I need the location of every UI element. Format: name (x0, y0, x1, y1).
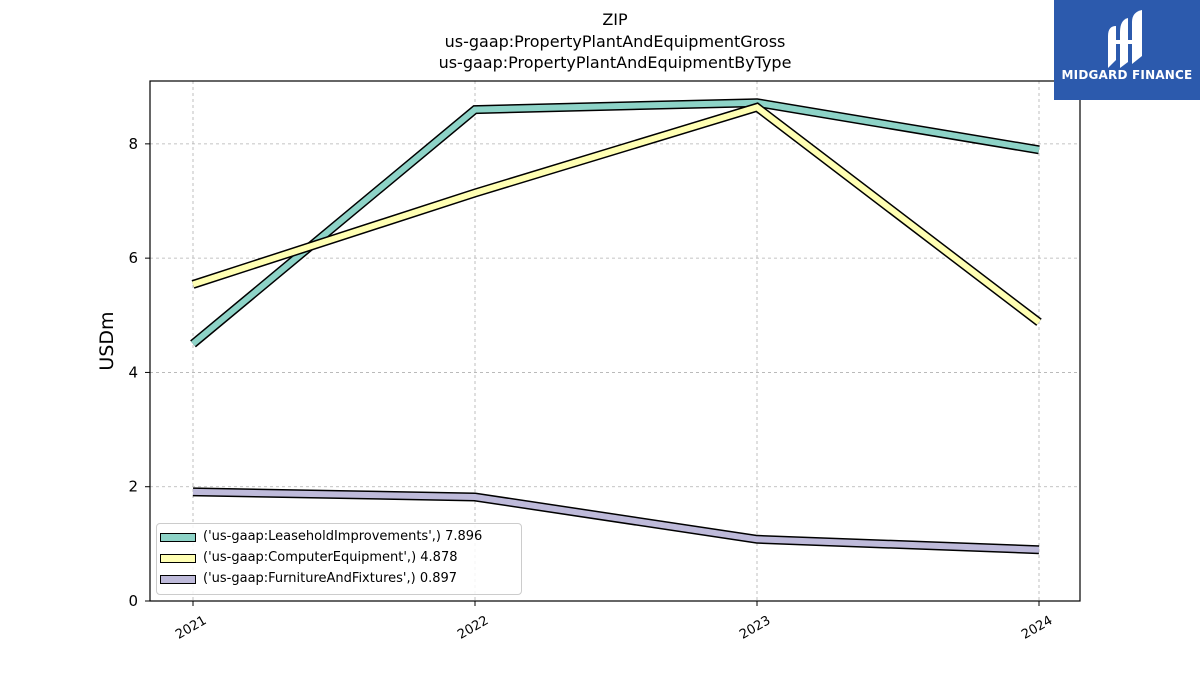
y-tick-label: 0 (128, 592, 138, 610)
legend: ('us-gaap:LeaseholdImprovements',) 7.896… (156, 523, 522, 595)
logo-mark-icon (1108, 10, 1142, 68)
series-outline-1 (191, 102, 1042, 326)
y-axis-label: USDm (96, 311, 118, 370)
legend-item-1: ('us-gaap:ComputerEquipment',) 4.878 (157, 549, 521, 569)
legend-swatch-1 (160, 554, 196, 563)
logo: MIDGARD FINANCE (1054, 0, 1200, 100)
plot-frame (149, 80, 1081, 602)
legend-label-1: ('us-gaap:ComputerEquipment',) 4.878 (203, 550, 458, 565)
legend-swatch-0 (160, 533, 196, 542)
chart-title-line-3: us-gaap:PropertyPlantAndEquipmentByType (438, 53, 792, 72)
chart-title-line-2: us-gaap:PropertyPlantAndEquipmentGross (444, 32, 786, 51)
legend-label-2: ('us-gaap:FurnitureAndFixtures',) 0.897 (203, 571, 458, 586)
y-tick-label: 8 (128, 135, 138, 153)
series-line-0 (191, 99, 1040, 347)
legend-item-0: ('us-gaap:LeaseholdImprovements',) 7.896 (157, 528, 521, 548)
x-tick-label: 2024 (1019, 613, 1055, 643)
logo-name: MIDGARD FINANCE (1061, 68, 1193, 82)
series-line-1 (192, 103, 1041, 325)
x-tick-label: 2023 (737, 613, 773, 643)
y-tick-label: 4 (128, 363, 138, 381)
y-tick-label: 2 (128, 478, 138, 496)
legend-item-2: ('us-gaap:FurnitureAndFixtures',) 0.897 (157, 570, 521, 590)
chart-title-line-1: ZIP (602, 10, 628, 29)
legend-swatch-2 (160, 575, 196, 584)
y-tick-label: 6 (128, 249, 138, 267)
x-tick-label: 2021 (173, 613, 209, 643)
legend-label-0: ('us-gaap:LeaseholdImprovements',) 7.896 (203, 529, 483, 544)
x-tick-label: 2022 (455, 613, 491, 643)
series-line-2 (192, 488, 1040, 553)
series-layer (190, 98, 1042, 555)
